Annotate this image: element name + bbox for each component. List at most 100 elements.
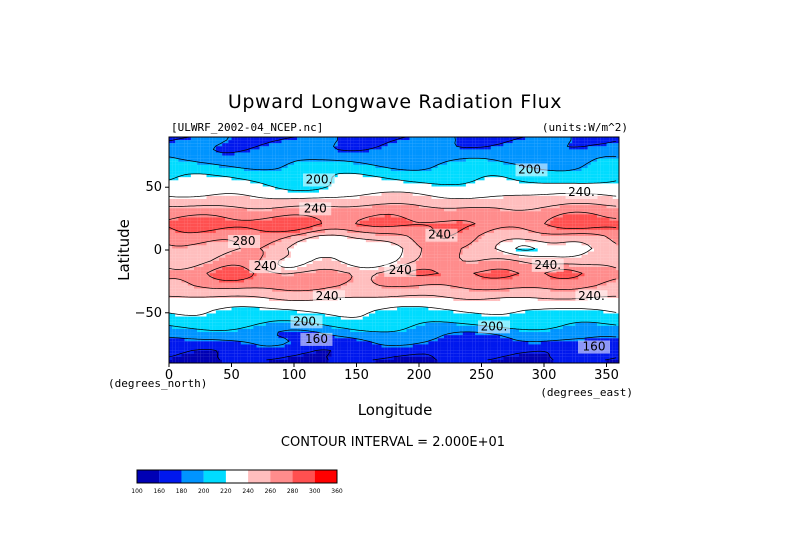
heatmap-cell bbox=[565, 161, 570, 165]
heatmap-cell bbox=[434, 180, 438, 184]
heatmap-cell bbox=[584, 174, 588, 178]
heatmap-cell bbox=[612, 177, 616, 181]
heatmap-cell bbox=[437, 242, 441, 246]
heatmap-cell bbox=[240, 214, 245, 218]
heatmap-cell bbox=[609, 143, 613, 147]
heatmap-cell bbox=[394, 195, 398, 199]
heatmap-cell bbox=[490, 226, 495, 230]
heatmap-cell bbox=[406, 220, 410, 224]
heatmap-cell bbox=[434, 214, 438, 218]
heatmap-cell bbox=[394, 226, 398, 230]
heatmap-cell bbox=[587, 239, 591, 243]
heatmap-cell bbox=[559, 177, 563, 181]
heatmap-cell bbox=[284, 192, 288, 196]
heatmap-cell bbox=[219, 232, 223, 237]
heatmap-cell bbox=[528, 229, 532, 234]
heatmap-cell bbox=[540, 223, 545, 227]
heatmap-cell bbox=[369, 167, 373, 172]
heatmap-cell bbox=[247, 208, 251, 212]
heatmap-cell bbox=[400, 217, 404, 221]
heatmap-cell bbox=[525, 226, 529, 230]
heatmap-cell bbox=[612, 195, 616, 199]
heatmap-cell bbox=[544, 217, 548, 221]
heatmap-cell bbox=[234, 192, 238, 196]
heatmap-cell bbox=[178, 195, 182, 199]
heatmap-cell bbox=[434, 146, 438, 150]
heatmap-cell bbox=[340, 239, 345, 243]
heatmap-cell bbox=[494, 155, 498, 159]
heatmap-cell bbox=[278, 202, 282, 206]
heatmap-cell bbox=[534, 217, 538, 221]
heatmap-cell bbox=[562, 146, 566, 150]
heatmap-cell bbox=[390, 211, 395, 215]
heatmap-cell bbox=[434, 217, 438, 221]
heatmap-cell bbox=[609, 239, 613, 243]
heatmap-cell bbox=[500, 155, 504, 159]
heatmap-cell bbox=[322, 242, 326, 246]
heatmap-cell bbox=[584, 161, 588, 165]
heatmap-cell bbox=[422, 140, 426, 144]
heatmap-cell bbox=[428, 177, 432, 181]
heatmap-cell bbox=[406, 177, 410, 181]
heatmap-cell bbox=[322, 223, 326, 227]
heatmap-cell bbox=[253, 161, 257, 165]
heatmap-cell bbox=[490, 220, 495, 224]
heatmap-cell bbox=[547, 183, 551, 187]
heatmap-cell bbox=[544, 239, 548, 243]
heatmap-cell bbox=[272, 164, 276, 169]
heatmap-cell bbox=[403, 186, 407, 190]
heatmap-cell bbox=[181, 226, 185, 230]
heatmap-cell bbox=[222, 137, 226, 141]
heatmap-cell bbox=[209, 161, 213, 165]
heatmap-cell bbox=[469, 211, 473, 215]
heatmap-cell bbox=[503, 137, 507, 141]
heatmap-cell bbox=[419, 161, 423, 165]
heatmap-cell bbox=[344, 164, 348, 169]
heatmap-cell bbox=[237, 229, 241, 234]
heatmap-cell bbox=[415, 146, 420, 150]
heatmap-cell bbox=[590, 146, 595, 150]
heatmap-cell bbox=[556, 155, 560, 159]
heatmap-cell bbox=[237, 223, 241, 227]
heatmap-cell bbox=[578, 167, 582, 172]
heatmap-cell bbox=[203, 177, 207, 181]
heatmap-cell bbox=[387, 220, 391, 224]
heatmap-cell bbox=[490, 202, 495, 206]
heatmap-cell bbox=[547, 143, 551, 147]
heatmap-cell bbox=[522, 211, 526, 215]
heatmap-cell bbox=[300, 236, 304, 240]
heatmap-cell bbox=[569, 177, 573, 181]
heatmap-cell bbox=[306, 143, 310, 147]
heatmap-cell bbox=[603, 214, 607, 218]
heatmap-cell bbox=[444, 189, 448, 193]
heatmap-cell bbox=[519, 236, 523, 240]
heatmap-cell bbox=[406, 242, 410, 246]
heatmap-cell bbox=[440, 155, 445, 159]
heatmap-cell bbox=[500, 161, 504, 165]
heatmap-cell bbox=[362, 242, 366, 246]
heatmap-cell bbox=[331, 143, 335, 147]
heatmap-cell bbox=[175, 143, 179, 147]
heatmap-cell bbox=[540, 239, 545, 243]
heatmap-cell bbox=[197, 158, 201, 162]
heatmap-cell bbox=[503, 208, 507, 212]
heatmap-cell bbox=[169, 164, 173, 169]
heatmap-cell bbox=[212, 161, 216, 165]
heatmap-cell bbox=[581, 137, 585, 141]
heatmap-cell bbox=[490, 164, 495, 169]
heatmap-cell bbox=[572, 211, 576, 215]
heatmap-cell bbox=[259, 208, 263, 212]
heatmap-cell bbox=[187, 155, 191, 159]
heatmap-cell bbox=[212, 189, 216, 193]
heatmap-cell bbox=[469, 171, 473, 175]
heatmap-cell bbox=[284, 226, 288, 230]
heatmap-cell bbox=[209, 226, 213, 230]
heatmap-cell bbox=[269, 195, 273, 199]
heatmap-cell bbox=[465, 180, 470, 184]
heatmap-cell bbox=[287, 217, 291, 221]
heatmap-cell bbox=[406, 158, 410, 162]
heatmap-cell bbox=[494, 236, 498, 240]
heatmap-cell bbox=[275, 174, 279, 178]
heatmap-cell bbox=[178, 180, 182, 184]
heatmap-cell bbox=[187, 192, 191, 196]
